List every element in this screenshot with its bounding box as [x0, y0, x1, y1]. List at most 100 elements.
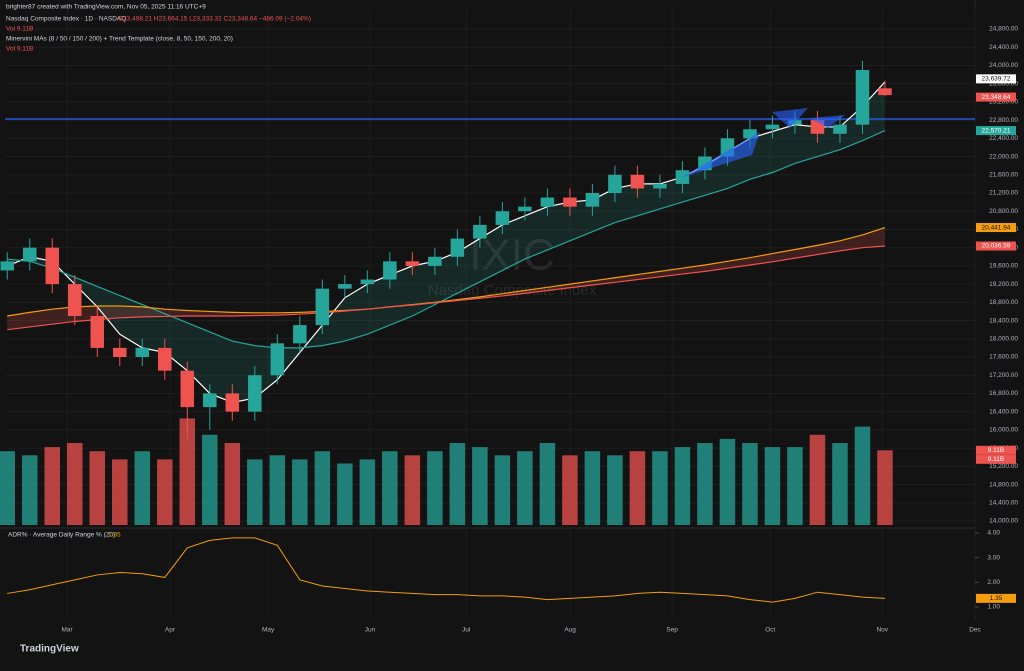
volume-bar [67, 443, 83, 525]
y-tick-label: 14,000.00 [989, 518, 1018, 525]
candle-body [383, 261, 397, 280]
volume-bar [697, 443, 713, 525]
y-tick-label: 22,000.00 [989, 153, 1018, 160]
y-tick-label: 22,800.00 [989, 117, 1018, 124]
y-tick-label: 19,600.00 [989, 263, 1018, 270]
ma-line [7, 226, 886, 317]
volume-bar [764, 447, 781, 525]
volume-bar [652, 451, 668, 525]
ohlc: O23,498.21 H23,664.15 L23,333.32 C23,348… [118, 16, 311, 23]
y-tick-label: 23,600.00 [989, 80, 1018, 87]
volume-bar [202, 434, 218, 525]
volume-bar [337, 463, 353, 525]
volume-bar [787, 447, 803, 525]
candle-body [113, 347, 127, 357]
candle-body [563, 197, 577, 207]
volume-bar [44, 447, 61, 525]
volume-bar [112, 459, 128, 525]
candle-body [0, 261, 15, 271]
candle-body [473, 224, 487, 239]
volume-bar [157, 459, 173, 525]
adr-value: 1.35 [108, 532, 121, 539]
volume-bar [247, 459, 263, 525]
ma-tag: 20,441.94 [982, 224, 1011, 231]
volume-bar [517, 451, 533, 525]
credit: brighter87 created with TradingView.com,… [6, 4, 206, 11]
candle-body [765, 124, 780, 130]
candle-body [855, 70, 870, 125]
candle-body [428, 256, 442, 266]
volume-bar [22, 455, 38, 525]
x-tick-label: Jun [365, 627, 376, 634]
candle-body [338, 284, 352, 289]
adr-tag-bg [976, 593, 1016, 603]
x-tick-label: May [262, 627, 275, 634]
ma-tag-bg [976, 241, 1016, 251]
y-tick-label: 24,400.00 [989, 44, 1018, 51]
y-tick-label: 16,000.00 [989, 427, 1018, 434]
adr-tag: 1.35 [990, 595, 1003, 602]
candle-body [878, 88, 892, 96]
y-tick-label: 17,200.00 [989, 372, 1018, 379]
volume-tag: 9.11B [988, 447, 1005, 454]
volume-bar [809, 434, 826, 525]
adr-tick-label: 2.00 [987, 579, 1000, 586]
volume-bar [292, 459, 308, 525]
volume-bar [404, 455, 421, 525]
footer [0, 638, 1024, 666]
candle-body [315, 288, 330, 326]
y-tick-label: 18,800.00 [989, 299, 1018, 306]
volume-bar [359, 459, 376, 525]
price-tag-bg [976, 92, 1016, 102]
plot: 14,000.0014,400.0014,800.0015,200.0015,6… [0, 9, 1018, 634]
candle-body [180, 370, 195, 408]
adr-tick-label: 1.00 [987, 604, 1000, 611]
x-tick-label: Dec [969, 627, 981, 634]
volume-bar [629, 451, 646, 525]
volume-bar [494, 455, 511, 525]
candle-body [360, 279, 375, 285]
x-tick-label: Apr [165, 627, 176, 634]
ma-tag: 20,036.59 [982, 243, 1011, 250]
ma-line [7, 245, 886, 331]
volume-bar [742, 443, 758, 525]
candle-body [135, 347, 150, 357]
ma-tag-bg [976, 74, 1016, 84]
candle-body [23, 247, 37, 262]
adr-title: ADR% · Average Daily Range % (20) [8, 532, 115, 539]
y-tick-label: 14,400.00 [989, 499, 1018, 506]
volume-tag: 9.11B [988, 456, 1005, 463]
volume-bar [854, 426, 871, 525]
volume-bar [584, 451, 601, 525]
candle-body [225, 393, 240, 412]
volume-bar [382, 451, 398, 525]
y-tick-label: 21,200.00 [989, 190, 1018, 197]
price-tag: 23,348.64 [982, 94, 1011, 101]
x-tick-label: Oct [765, 627, 775, 634]
volume-bar [269, 455, 286, 525]
candle-body [158, 347, 172, 371]
volume-bar [472, 447, 488, 525]
x-tick-label: Nov [876, 627, 888, 634]
y-tick-label: 16,400.00 [989, 408, 1018, 415]
drawing-triangle [772, 108, 845, 128]
candle-body [518, 206, 532, 212]
adr-tick-label: 3.00 [987, 554, 1000, 561]
candle-body [653, 183, 667, 189]
candle-body [68, 284, 82, 316]
footer-logo: TradingView [20, 644, 79, 655]
candle-body [90, 316, 105, 348]
ma-tag-bg [976, 126, 1016, 136]
candle-body [540, 197, 555, 207]
candle-body [495, 211, 510, 225]
ma-tag: 22,570.21 [982, 127, 1011, 134]
candle-body [405, 261, 420, 266]
volume-bar [314, 451, 331, 525]
volume-legend: Vol 9.11B [6, 26, 33, 33]
x-tick-label: Sep [666, 627, 678, 634]
y-tick-label: 18,000.00 [989, 335, 1018, 342]
candle-body [203, 393, 217, 408]
volume-bar [539, 443, 556, 525]
candle-body [743, 129, 757, 139]
volume-bar [832, 443, 848, 525]
